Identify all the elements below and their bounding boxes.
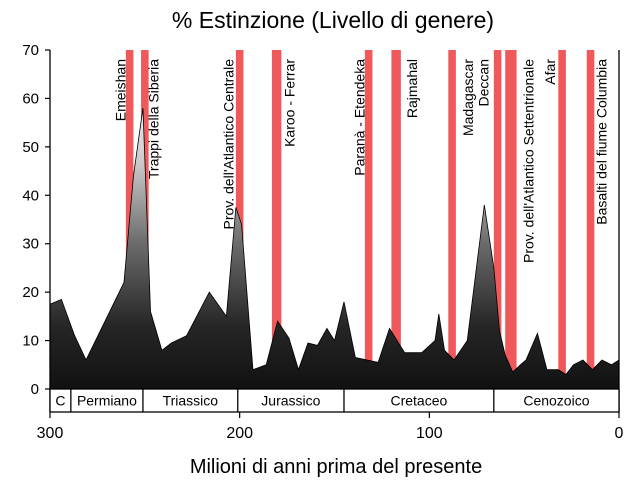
event-label: Prov. dell'Atlantico Centrale: [220, 59, 236, 230]
y-tick-label: 10: [22, 333, 39, 350]
y-tick-label: 60: [22, 90, 39, 107]
event-label: Emeishan: [112, 59, 128, 121]
event-band: [271, 50, 282, 389]
y-tick-label: 40: [22, 187, 39, 204]
y-tick-label: 30: [22, 236, 39, 253]
event-label: Karoo - Ferrar: [281, 59, 297, 147]
x-tick-label: 300: [37, 425, 64, 442]
y-tick-label: 20: [22, 284, 39, 301]
y-tick-label: 0: [31, 381, 39, 398]
event-band: [391, 50, 401, 389]
event-label: Basalti del fiume Columbia: [593, 59, 609, 225]
event-labels: Emeishan Trappi della Siberia Prov. dell'A…: [112, 59, 609, 263]
event-label: Prov. dell'Atlantico Settentrionale: [521, 59, 537, 263]
y-tick-label: 70: [22, 42, 39, 59]
x-axis-label: Milioni di anni prima del presente: [190, 456, 482, 478]
event-band: [558, 50, 566, 389]
axes: 0 10 20 30 40 50 60 70 300 200 100 0: [22, 42, 623, 442]
event-band: [448, 50, 456, 389]
period-label: Permiano: [77, 393, 137, 409]
period-bar: C Permiano Triassico Jurassico Cretaceo Cenoz…: [49, 388, 620, 413]
event-band: [493, 50, 502, 389]
extinction-area: [49, 108, 620, 390]
y-tick-label: 50: [22, 139, 39, 156]
event-label: Afar: [542, 59, 558, 85]
x-tick-label: 100: [416, 425, 443, 442]
extinction-series-area: [49, 108, 620, 390]
event-band: [505, 50, 517, 389]
period-label: Triassico: [163, 393, 219, 409]
period-label: Cenozoico: [523, 393, 589, 409]
x-tick-label: 0: [615, 425, 624, 442]
event-band: [586, 50, 595, 389]
event-label: Deccan: [475, 59, 491, 106]
event-label: Madagascar: [460, 59, 476, 136]
period-label: Jurassico: [261, 393, 320, 409]
x-tick-label: 200: [226, 425, 253, 442]
chart-title: % Estinzione (Livello di genere): [172, 7, 494, 33]
event-label: Paranà - Etendeka: [351, 59, 367, 176]
period-label: Cretaceo: [390, 393, 447, 409]
event-band: [364, 50, 373, 389]
period-label: C: [55, 393, 65, 409]
event-label: Rajmahal: [404, 59, 420, 118]
period-bar-frame: [49, 388, 620, 413]
event-label: Trappi della Siberia: [146, 59, 162, 179]
